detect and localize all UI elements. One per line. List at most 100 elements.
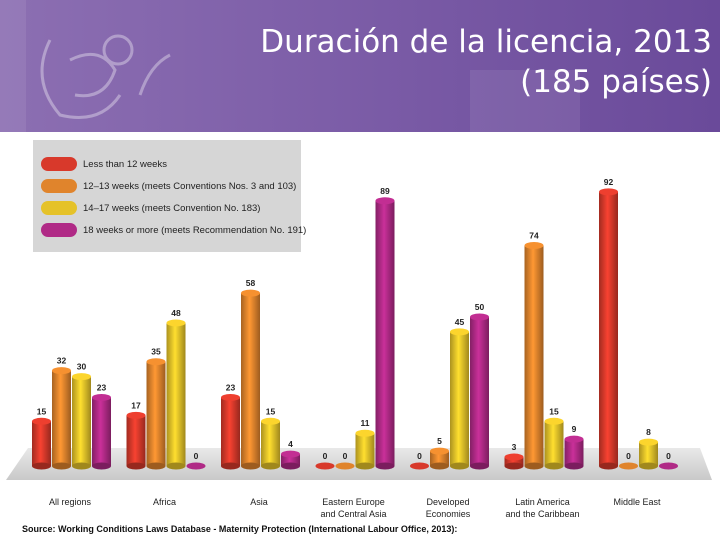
legend-item: Less than 12 weeks bbox=[33, 154, 167, 174]
bar-cap bbox=[281, 450, 300, 458]
bar-base bbox=[375, 462, 395, 470]
data-label: 50 bbox=[475, 302, 485, 312]
bar-cap bbox=[564, 435, 584, 443]
bar-base bbox=[72, 462, 91, 470]
bar bbox=[450, 331, 469, 466]
bar-base bbox=[470, 462, 489, 470]
category-label: Middle East bbox=[613, 497, 661, 507]
bar-cap bbox=[72, 373, 91, 381]
bar-cap bbox=[241, 289, 260, 297]
data-label: 23 bbox=[226, 382, 236, 392]
bar-cap bbox=[221, 393, 240, 401]
category-label: and the Caribbean bbox=[505, 509, 579, 519]
legend-swatch bbox=[41, 223, 77, 237]
bar-zero bbox=[315, 462, 335, 470]
bar-zero bbox=[410, 462, 429, 470]
bar-base bbox=[32, 462, 51, 470]
bar-base bbox=[261, 462, 280, 470]
bar bbox=[146, 361, 166, 466]
data-label: 0 bbox=[417, 451, 422, 461]
legend-label: Less than 12 weeks bbox=[83, 158, 167, 170]
category-label: All regions bbox=[49, 497, 92, 507]
data-label: 11 bbox=[361, 418, 370, 428]
data-label: 32 bbox=[57, 356, 67, 366]
category-label: Latin America bbox=[515, 497, 570, 507]
bar bbox=[32, 421, 51, 466]
bar-base bbox=[355, 462, 375, 470]
data-label: 89 bbox=[380, 186, 390, 196]
bar-zero bbox=[186, 462, 206, 470]
chart-legend: Less than 12 weeks 12–13 weeks (meets Co… bbox=[33, 140, 306, 252]
bar bbox=[241, 293, 260, 466]
data-label: 15 bbox=[37, 406, 47, 416]
bar-cap bbox=[504, 453, 524, 461]
bar-cap bbox=[430, 447, 449, 455]
legend-item: 18 weeks or more (meets Recommendation N… bbox=[33, 220, 306, 240]
bar-cap bbox=[599, 188, 618, 196]
bar-base bbox=[221, 462, 240, 470]
bar bbox=[524, 245, 544, 466]
legend-swatch bbox=[41, 201, 77, 215]
data-label: 58 bbox=[246, 278, 256, 288]
bar-cap bbox=[52, 367, 71, 375]
bar-base bbox=[92, 462, 111, 470]
bar-zero bbox=[659, 462, 678, 470]
data-label: 35 bbox=[151, 347, 161, 357]
bar bbox=[375, 200, 395, 466]
data-label: 0 bbox=[343, 451, 348, 461]
bar bbox=[430, 451, 449, 466]
category-label: and Central Asia bbox=[320, 509, 386, 519]
title-line-2: (185 países) bbox=[520, 64, 712, 100]
bar-base bbox=[599, 462, 618, 470]
data-label: 15 bbox=[549, 406, 559, 416]
bar-cap bbox=[450, 328, 469, 336]
legend-label: 18 weeks or more (meets Recommendation N… bbox=[83, 224, 307, 236]
category-label: Economies bbox=[426, 509, 471, 519]
bar-zero bbox=[335, 462, 355, 470]
data-label: 0 bbox=[194, 451, 199, 461]
data-label: 45 bbox=[455, 317, 465, 327]
slide-title: Duración de la licencia, 2013 (185 paíse… bbox=[192, 22, 712, 102]
title-banner: Duración de la licencia, 2013 (185 paíse… bbox=[0, 0, 720, 132]
bar-base bbox=[504, 462, 524, 470]
legend-label: 12–13 weeks (meets Conventions Nos. 3 an… bbox=[83, 180, 297, 192]
data-label: 4 bbox=[288, 439, 293, 449]
bar-cap bbox=[126, 411, 146, 419]
legend-swatch bbox=[41, 157, 77, 171]
banner-decoration bbox=[0, 0, 580, 132]
bar-base bbox=[524, 462, 544, 470]
bar-cap bbox=[166, 319, 186, 327]
bar-base bbox=[544, 462, 564, 470]
bar bbox=[52, 370, 71, 466]
category-label: Developed bbox=[426, 497, 469, 507]
bar-cap bbox=[355, 429, 375, 437]
bar bbox=[221, 397, 240, 466]
category-label: Eastern Europe bbox=[322, 497, 385, 507]
bar bbox=[599, 191, 618, 466]
legend-item: 12–13 weeks (meets Conventions Nos. 3 an… bbox=[33, 176, 296, 196]
bar bbox=[261, 421, 280, 466]
bar-base bbox=[52, 462, 71, 470]
source-note: Source: Working Conditions Laws Database… bbox=[22, 524, 458, 534]
bar bbox=[470, 317, 489, 466]
bar-base bbox=[564, 462, 584, 470]
bar-base bbox=[450, 462, 469, 470]
bar bbox=[126, 415, 146, 466]
legend-item: 14–17 weeks (meets Convention No. 183) bbox=[33, 198, 260, 218]
bar bbox=[72, 376, 91, 466]
bar-cap bbox=[524, 241, 544, 249]
bar-base bbox=[126, 462, 146, 470]
bar-base bbox=[241, 462, 260, 470]
data-label: 15 bbox=[266, 406, 276, 416]
data-label: 5 bbox=[437, 436, 442, 446]
bar bbox=[504, 457, 524, 466]
legend-swatch bbox=[41, 179, 77, 193]
bar-cap bbox=[92, 393, 111, 401]
bar-cap bbox=[375, 197, 395, 205]
legend-label: 14–17 weeks (meets Convention No. 183) bbox=[83, 202, 261, 214]
bar bbox=[564, 439, 584, 466]
bar-cap bbox=[544, 417, 564, 425]
bar bbox=[92, 397, 111, 466]
bar-zero bbox=[619, 462, 638, 470]
